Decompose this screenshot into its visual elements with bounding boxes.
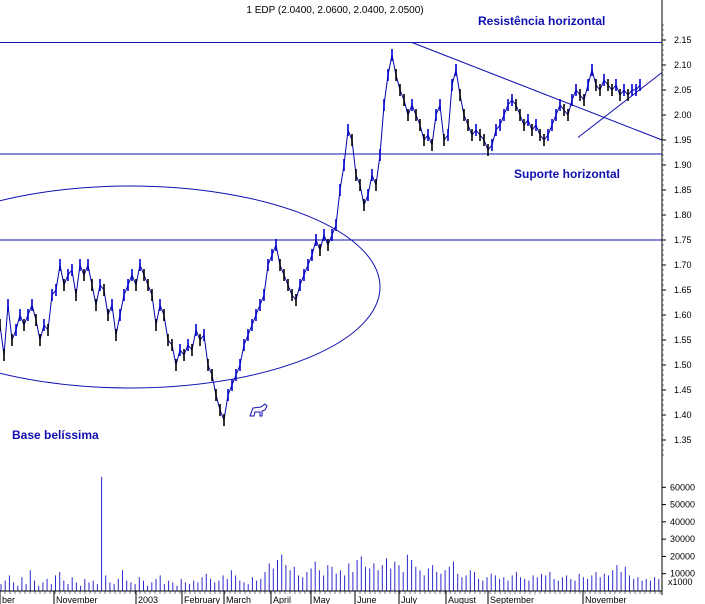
month-label: June [357,595,377,604]
base-ellipse [0,185,381,389]
base-ellipse-layer [0,185,381,389]
chart-title: 1 EDP (2.0400, 2.0600, 2.0400, 2.0500) [246,5,423,16]
price-tick-label: 1.40 [674,410,692,420]
month-label: July [401,595,418,604]
month-label: April [273,595,291,604]
volume-multiplier-label: x1000 [668,577,693,587]
price-tick-label: 1.70 [674,260,692,270]
month-label: ber [2,595,15,604]
price-tick-label: 1.45 [674,385,692,395]
price-tick-label: 1.75 [674,235,692,245]
price-tick-label: 2.15 [674,35,692,45]
bull-icon-shape [249,403,268,417]
volume-layer [0,476,660,591]
price-tick-label: 2.05 [674,85,692,95]
month-label: May [313,595,331,604]
month-label: 2003 [138,595,158,604]
volume-tick-label: 10000 [670,569,695,579]
month-label: November [56,595,98,604]
month-label: March [226,595,251,604]
volume-tick-label: 30000 [670,534,695,544]
month-label: February [184,595,221,604]
volume-tick-label: 20000 [670,551,695,561]
price-tick-label: 1.90 [674,160,692,170]
price-tick-label: 1.35 [674,435,692,445]
price-tick-label: 1.60 [674,310,692,320]
support-label: Suporte horizontal [514,167,620,181]
month-label: September [490,595,534,604]
uptrend-trendline [577,72,663,138]
levels-layer [0,42,663,241]
downtrend-trendline [411,42,663,141]
volume-tick-label: 60000 [670,482,695,492]
base-label: Base belíssima [12,428,99,442]
price-tick-label: 1.65 [674,285,692,295]
price-tick-label: 1.85 [674,185,692,195]
price-tick-label: 2.00 [674,110,692,120]
resistance-label: Resistência horizontal [478,14,605,28]
bull-icon [249,403,268,417]
month-label: November [585,595,627,604]
month-label: August [448,595,477,604]
price-tick-label: 1.80 [674,210,692,220]
price-tick-label: 1.50 [674,360,692,370]
price-tick-label: 2.10 [674,60,692,70]
price-layer [0,49,641,426]
price-tick-label: 1.95 [674,135,692,145]
volume-tick-label: 40000 [670,517,695,527]
volume-tick-label: 50000 [670,500,695,510]
price-tick-label: 1.55 [674,335,692,345]
